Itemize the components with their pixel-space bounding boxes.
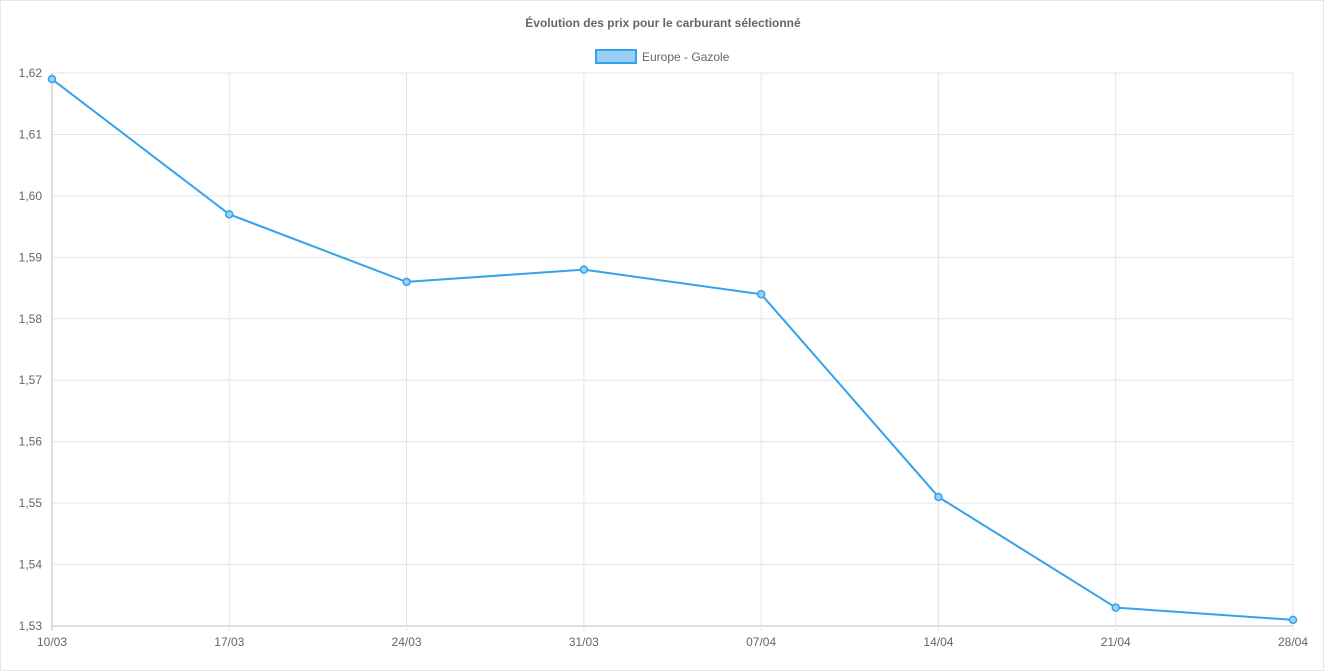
legend[interactable]: Europe - Gazole [595,49,730,64]
y-tick-label: 1,55 [19,496,43,510]
x-tick-label: 14/04 [923,635,953,649]
y-tick-label: 1,62 [19,66,43,80]
data-point[interactable] [1111,603,1120,612]
legend-label: Europe - Gazole [642,50,730,64]
x-tick-label: 21/04 [1101,635,1131,649]
grid [51,72,1294,631]
data-point[interactable] [225,210,234,219]
y-axis: 1,62 1,61 1,60 1,59 1,58 1,57 1,56 1,55 1,54 1,53 [19,66,43,633]
x-tick-label: 24/03 [392,635,422,649]
series-line [51,78,1294,621]
x-tick-label: 10/03 [37,635,67,649]
series [47,74,1298,625]
y-tick-label: 1,59 [19,250,43,264]
legend-swatch [595,49,637,64]
x-axis: 10/03 17/03 24/03 31/03 07/04 14/04 21/04 28/04 [37,635,1308,649]
data-point[interactable] [579,265,589,274]
data-point[interactable] [756,289,766,299]
y-tick-label: 1,56 [19,435,43,449]
x-tick-label: 28/04 [1278,635,1308,649]
y-tick-label: 1,57 [19,373,43,387]
chart-title: Évolution des prix pour le carburant sél… [525,15,801,30]
x-tick-label: 07/04 [746,635,776,649]
y-tick-label: 1,53 [19,619,43,633]
data-point[interactable] [934,492,943,502]
x-tick-label: 17/03 [214,635,244,649]
x-tick-label: 31/03 [569,635,599,649]
y-tick-label: 1,54 [19,558,43,572]
data-point[interactable] [1288,615,1298,625]
data-point[interactable] [402,277,411,287]
data-point[interactable] [47,74,57,84]
y-tick-label: 1,61 [19,127,43,141]
y-tick-label: 1,60 [19,189,43,203]
y-tick-label: 1,58 [19,312,43,326]
